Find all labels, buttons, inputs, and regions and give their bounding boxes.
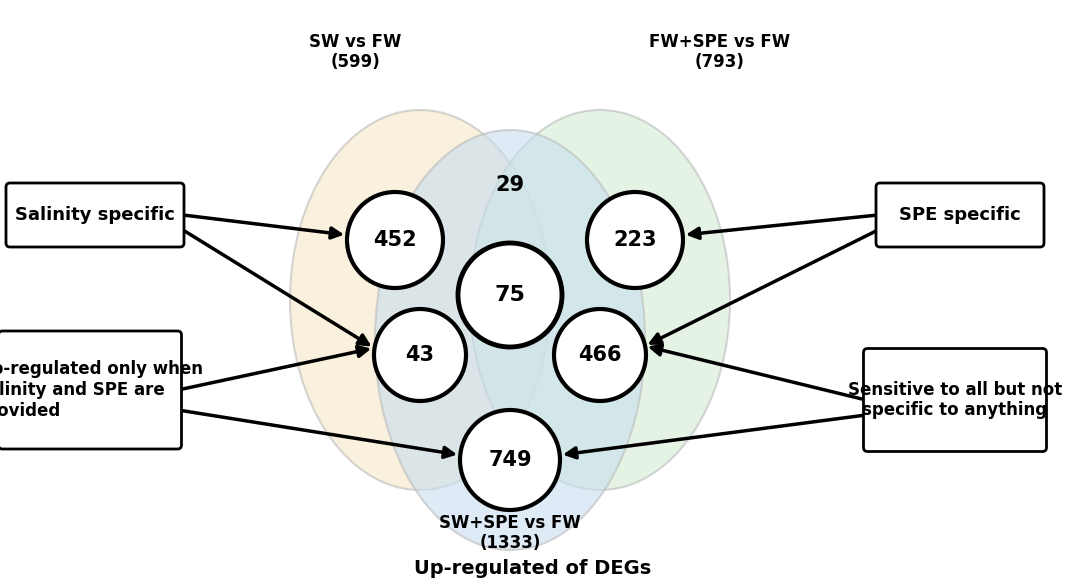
Text: 223: 223 <box>613 230 657 250</box>
Text: 75: 75 <box>495 285 526 305</box>
Text: Up-regulated only when
salinity and SPE are
provided: Up-regulated only when salinity and SPE … <box>0 360 203 420</box>
Ellipse shape <box>470 110 730 490</box>
Circle shape <box>461 410 560 510</box>
Text: SPE specific: SPE specific <box>899 206 1021 224</box>
Text: 43: 43 <box>405 345 435 365</box>
Circle shape <box>587 192 683 288</box>
Circle shape <box>348 192 443 288</box>
Circle shape <box>374 309 466 401</box>
FancyBboxPatch shape <box>6 183 184 247</box>
FancyBboxPatch shape <box>0 331 181 449</box>
Text: 749: 749 <box>488 450 532 470</box>
Text: FW+SPE vs FW
(793): FW+SPE vs FW (793) <box>649 33 791 72</box>
Ellipse shape <box>375 130 645 550</box>
FancyBboxPatch shape <box>863 349 1047 452</box>
Text: Sensitive to all but not
specific to anything: Sensitive to all but not specific to any… <box>847 381 1062 420</box>
Text: 452: 452 <box>373 230 417 250</box>
Text: SW+SPE vs FW
(1333): SW+SPE vs FW (1333) <box>439 513 581 552</box>
Circle shape <box>554 309 646 401</box>
Text: Up-regulated of DEGs: Up-regulated of DEGs <box>415 559 651 577</box>
Text: Salinity specific: Salinity specific <box>15 206 175 224</box>
Text: 466: 466 <box>578 345 621 365</box>
Circle shape <box>458 243 562 347</box>
FancyBboxPatch shape <box>876 183 1044 247</box>
Text: SW vs FW
(599): SW vs FW (599) <box>309 33 401 72</box>
Ellipse shape <box>290 110 550 490</box>
Text: 29: 29 <box>496 175 524 195</box>
